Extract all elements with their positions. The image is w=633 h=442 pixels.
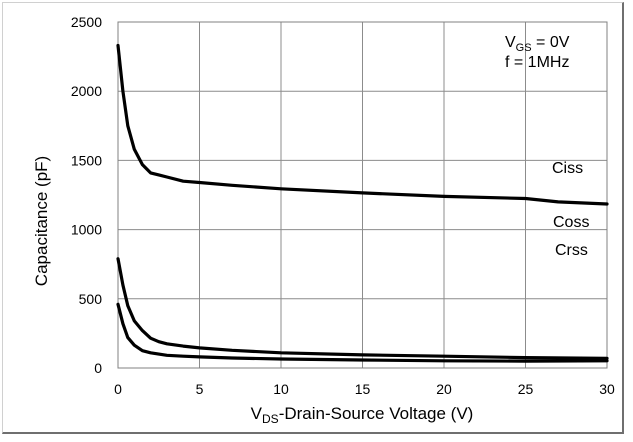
x-tick-label: 0 [114, 381, 122, 397]
y-tick-label: 2000 [71, 83, 102, 99]
annotation-vgs: VGS = 0V [505, 34, 570, 54]
series-line-crss [116, 302, 609, 363]
x-tick-label: 30 [599, 381, 615, 397]
series-lines [116, 43, 609, 363]
label-coss: Coss [553, 214, 589, 231]
y-tick-labels: 0 500 1000 1500 2000 2500 [71, 14, 102, 376]
x-tick-label: 10 [273, 381, 289, 397]
y-tick-label: 2500 [71, 14, 102, 30]
label-ciss: Ciss [552, 160, 583, 177]
annotation-freq: f = 1MHz [505, 54, 569, 71]
x-tick-labels: 0 5 10 15 20 25 30 [114, 381, 615, 397]
x-tick-label: 5 [196, 381, 204, 397]
series-line-coss [116, 257, 609, 360]
grid [117, 21, 608, 369]
chart-frame [2, 2, 624, 434]
y-tick-label: 0 [94, 360, 102, 376]
label-crss: Crss [555, 242, 588, 259]
x-tick-label: 25 [518, 381, 534, 397]
y-tick-label: 500 [79, 291, 103, 307]
y-axis-title: Capacitance (pF) [32, 156, 51, 286]
plot-area-border [117, 21, 608, 369]
series-line-ciss [116, 43, 609, 206]
y-tick-label: 1000 [71, 222, 102, 238]
x-tick-label: 20 [436, 381, 452, 397]
y-tick-label: 1500 [71, 152, 102, 168]
x-tick-label: 15 [355, 381, 371, 397]
x-axis-title: VDS-Drain-Source Voltage (V) [251, 404, 474, 426]
